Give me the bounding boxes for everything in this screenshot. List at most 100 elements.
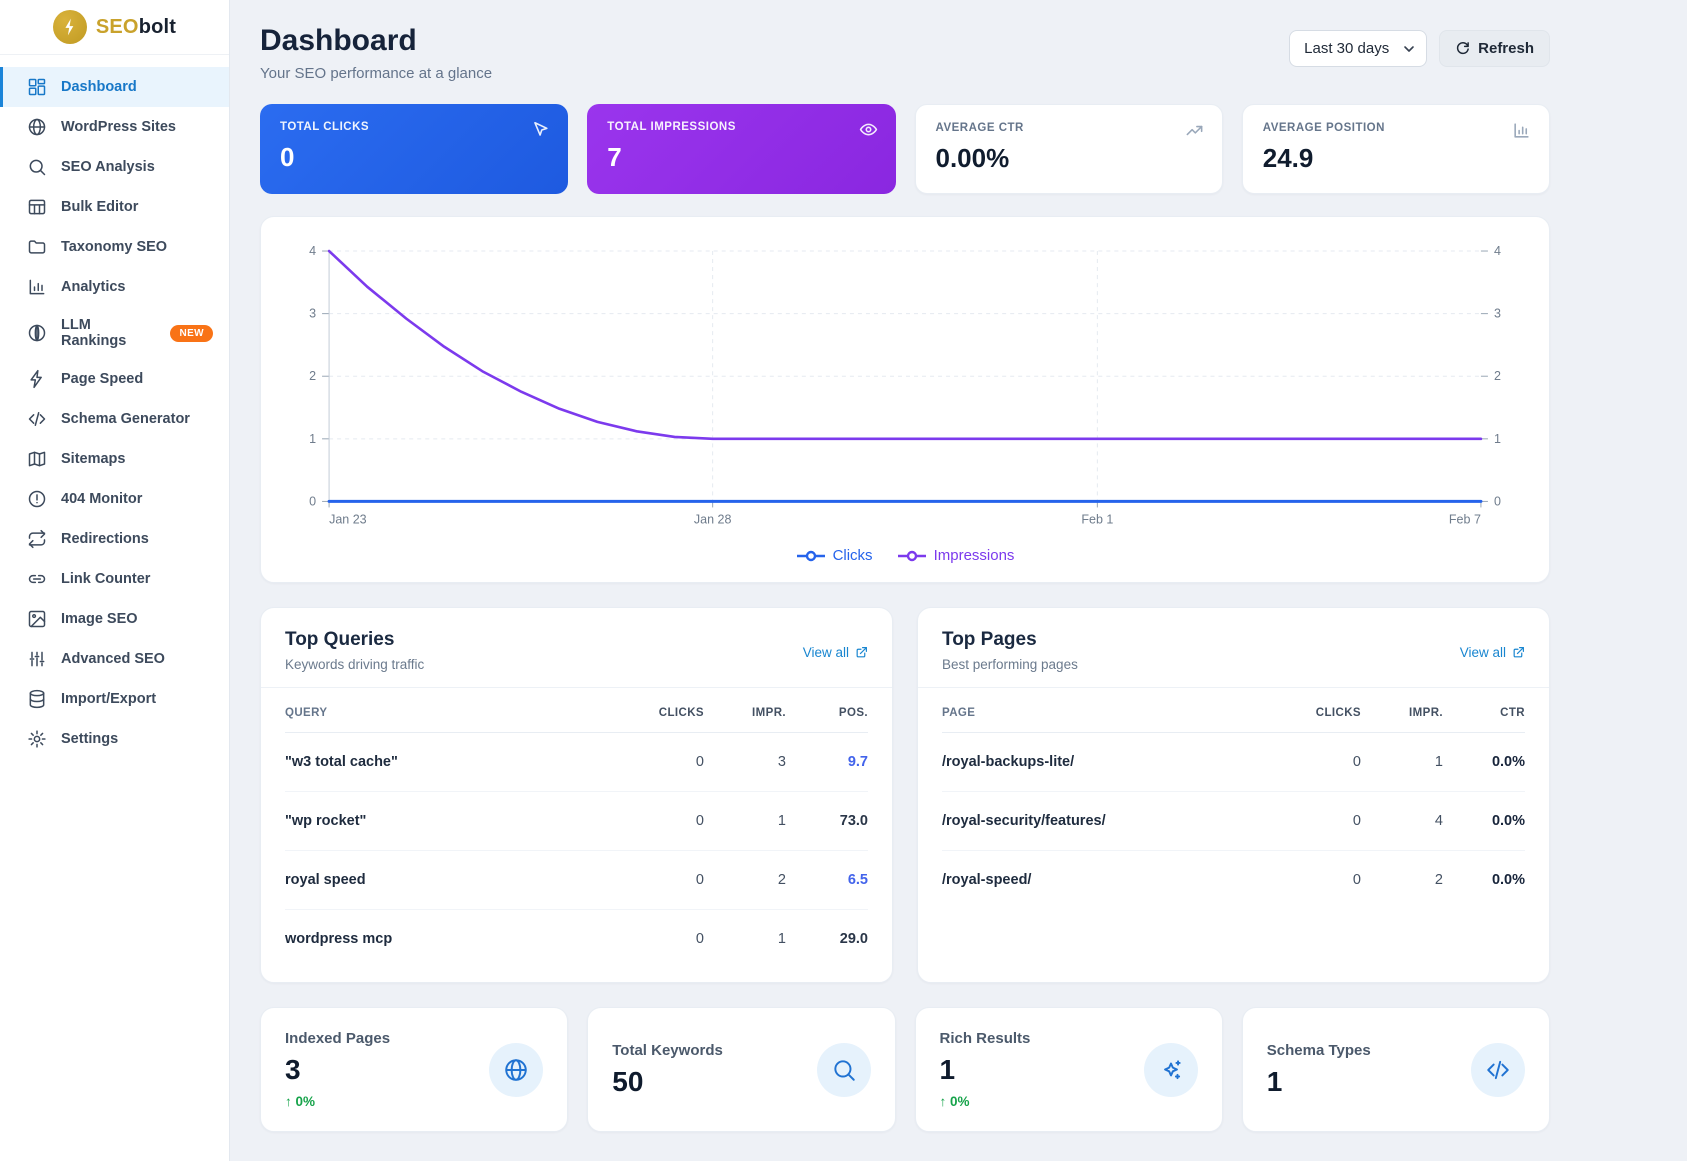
sidebar-item-wordpress-sites[interactable]: WordPress Sites: [0, 107, 229, 147]
sidebar-item-llm-rankings[interactable]: LLM Rankings NEW: [0, 307, 229, 359]
sidebar-item-label: SEO Analysis: [61, 159, 155, 175]
summary-icon-bubble: [489, 1042, 544, 1097]
summary-value: 50: [612, 1065, 644, 1097]
sidebar-item-page-speed[interactable]: Page Speed: [0, 359, 229, 399]
summary-label: Schema Types: [1266, 1041, 1371, 1059]
top-queries-view-all-link[interactable]: View all: [803, 633, 868, 672]
table-row[interactable]: "wp rocket" 0 1 73.0: [285, 792, 868, 852]
sidebar-item-analytics[interactable]: Analytics: [0, 267, 229, 307]
stat-card-total-impressions: TOTAL IMPRESSIONS 7: [587, 104, 896, 194]
trend-indicator: ↑ 0%: [285, 1094, 316, 1110]
query-cell: "wp rocket": [285, 813, 367, 830]
summary-cards: Indexed Pages 3 ↑ 0% Total Keywords 50 Rich R…: [260, 1007, 1550, 1133]
summary-card-schema-types: Schema Types 1: [1241, 1007, 1550, 1133]
sidebar-item-advanced-seo[interactable]: Advanced SEO: [0, 639, 229, 679]
sidebar-item-bulk-editor[interactable]: Bulk Editor: [0, 187, 229, 227]
table-row[interactable]: /royal-speed/0 2 0.0%: [942, 872, 1525, 889]
sidebar-item-schema-generator[interactable]: Schema Generator: [0, 399, 229, 439]
table-row[interactable]: "w3 total cache" 0 3 9.7: [285, 733, 868, 793]
trending-up-icon: [1186, 125, 1203, 136]
new-badge: NEW: [170, 324, 213, 342]
summary-value: 3: [285, 1054, 301, 1086]
sidebar-item-sitemaps[interactable]: Sitemaps: [0, 439, 229, 479]
top-pages-card: Top Pages Best performing pages View all…: [917, 607, 1550, 984]
summary-value: 1: [939, 1054, 956, 1086]
svg-text:0: 0: [1494, 494, 1501, 508]
table-header-row: PAGE CLICKS IMPR. CTR: [942, 694, 1525, 734]
date-range-select[interactable]: Last 30 days: [1289, 30, 1428, 67]
table-header-row: QUERY CLICKS IMPR. POS.: [285, 694, 868, 734]
svg-text:Jan 23: Jan 23: [329, 512, 367, 526]
svg-text:4: 4: [1494, 244, 1501, 258]
top-queries-subtitle: Keywords driving traffic: [285, 657, 425, 673]
sidebar-item-label: Advanced SEO: [61, 651, 165, 667]
sidebar-item-label: Image SEO: [61, 611, 138, 627]
sidebar-item-label: Page Speed: [61, 371, 144, 387]
summary-icon-bubble: [816, 1042, 871, 1097]
ctr-cell: 0.0%: [1491, 872, 1525, 889]
table-row[interactable]: /royal-security/features/0 4 0.0%: [942, 792, 1525, 852]
top-queries-table: QUERY CLICKS IMPR. POS. "w3 total cache" 0 3 9.…: [261, 688, 892, 982]
trend-indicator: ↑ 0%: [939, 1094, 970, 1110]
sidebar-item-image-seo[interactable]: Image SEO: [0, 599, 229, 639]
eye-icon: [859, 123, 877, 136]
page-cell: /royal-security/features/: [942, 813, 1106, 830]
table-row[interactable]: royal speed 0 2 6.5: [285, 851, 868, 911]
search-icon: [29, 159, 46, 176]
lightning-icon: [30, 369, 42, 389]
refresh-button[interactable]: Refresh: [1439, 30, 1550, 67]
table-row[interactable]: /royal-backups-lite/0 1 0.0%: [942, 733, 1525, 793]
sidebar-item-taxonomy-seo[interactable]: Taxonomy SEO: [0, 227, 229, 267]
legend-item-impressions[interactable]: Impressions: [897, 547, 1014, 564]
page-subtitle: Your SEO performance at a glance: [260, 65, 493, 82]
summary-card-rich-results: Rich Results 1 ↑ 0%: [914, 1007, 1223, 1133]
globe-icon: [505, 1059, 527, 1081]
table-row[interactable]: wordpress mcp 0 1 29.0: [285, 931, 868, 948]
ctr-cell: 0.0%: [1491, 754, 1525, 771]
svg-text:3: 3: [309, 307, 316, 321]
sidebar-item-label: Schema Generator: [61, 411, 190, 427]
database-icon: [29, 689, 45, 709]
sidebar-item-label: Dashboard: [61, 79, 137, 95]
stat-card-label: AVERAGE POSITION: [1262, 122, 1385, 134]
sidebar-item-404-monitor[interactable]: 404 Monitor: [0, 479, 229, 519]
svg-text:Jan 28: Jan 28: [694, 512, 732, 526]
sidebar-item-label: Bulk Editor: [61, 199, 139, 215]
position-cell: 9.7: [847, 754, 868, 771]
summary-icon-bubble: [1143, 1042, 1198, 1097]
line-chart-svg: 0 0 1 1 2 2 3 3 4 4 Jan 23 Jan 28 Feb 1 Feb 7: [309, 244, 1501, 526]
svg-text:Feb 7: Feb 7: [1449, 512, 1481, 526]
svg-text:0: 0: [309, 494, 316, 508]
code-icon: [1487, 1060, 1509, 1080]
sidebar-item-label: Sitemaps: [61, 451, 126, 467]
top-pages-view-all-link[interactable]: View all: [1460, 633, 1525, 672]
legend-item-clicks[interactable]: Clicks: [796, 547, 873, 564]
llm-icon: [28, 324, 46, 342]
sidebar-item-seo-analysis[interactable]: SEO Analysis: [0, 147, 229, 187]
sidebar-item-dashboard[interactable]: Dashboard: [0, 67, 229, 107]
external-link-icon: [1513, 647, 1524, 658]
stat-card-label: AVERAGE CTR: [935, 122, 1024, 134]
summary-label: Indexed Pages: [285, 1030, 391, 1048]
search-icon: [833, 1060, 855, 1081]
svg-text:2: 2: [1494, 369, 1501, 383]
svg-text:Feb 1: Feb 1: [1081, 512, 1113, 526]
sidebar-item-settings[interactable]: Settings: [0, 719, 229, 759]
sidebar-item-label: LLM Rankings: [61, 317, 127, 349]
summary-icon-bubble: [1471, 1042, 1525, 1097]
svg-text:4: 4: [309, 244, 316, 258]
svg-text:1: 1: [309, 432, 316, 446]
brand-logo: SEObolt: [0, 0, 229, 55]
bar-chart-icon: [29, 279, 45, 295]
repeat-icon: [28, 529, 46, 549]
sidebar-item-redirections[interactable]: Redirections: [0, 519, 229, 559]
sidebar-item-link-counter[interactable]: Link Counter: [0, 559, 229, 599]
ctr-cell: 0.0%: [1491, 813, 1525, 830]
sidebar-item-import-export[interactable]: Import/Export: [0, 679, 229, 719]
link-icon: [28, 574, 46, 584]
summary-card-indexed-pages: Indexed Pages 3 ↑ 0%: [260, 1007, 569, 1133]
top-queries-title: Top Queries: [285, 629, 395, 651]
chart-legend: Clicks Impressions: [283, 539, 1527, 570]
code-icon: [28, 412, 46, 426]
